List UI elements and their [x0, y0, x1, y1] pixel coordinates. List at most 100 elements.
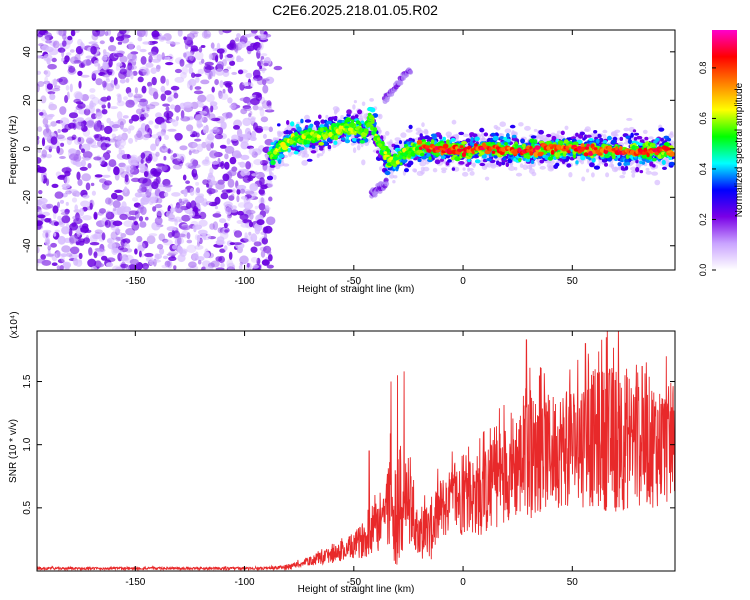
heat-cell	[253, 159, 263, 166]
heat-cell	[69, 237, 75, 245]
heat-cell	[195, 188, 201, 196]
heat-cell	[62, 40, 67, 47]
spectrogram-frame	[36, 29, 676, 271]
heat-cell	[202, 112, 211, 117]
heat-cell	[239, 161, 246, 168]
heat-cell	[318, 141, 325, 146]
heat-cell	[237, 69, 244, 75]
heat-cell	[518, 158, 522, 162]
heat-cell	[557, 140, 564, 146]
heat-cell	[384, 181, 390, 187]
heat-cell	[61, 215, 71, 224]
heat-cell	[214, 133, 224, 140]
heat-cell	[185, 180, 191, 184]
heat-cell	[82, 151, 93, 159]
heat-cell	[165, 40, 173, 45]
heat-cell	[359, 127, 363, 133]
heat-cell	[238, 41, 246, 49]
heat-cell	[605, 172, 610, 178]
heat-cell	[37, 55, 44, 59]
heat-cell	[37, 222, 42, 230]
x-tick-label: 0	[460, 577, 466, 588]
heat-cell	[416, 139, 423, 145]
heat-cell	[136, 235, 143, 243]
heat-cell	[426, 141, 431, 147]
heat-cell	[65, 201, 69, 206]
heat-cell	[59, 106, 67, 115]
heat-cell	[179, 201, 185, 206]
heat-cell	[407, 154, 412, 158]
heat-cell	[112, 220, 123, 227]
heat-cell	[63, 60, 68, 65]
heat-cell	[94, 229, 103, 234]
heat-cell	[326, 120, 332, 125]
heat-cell	[211, 127, 220, 133]
colorbar-label: Normalized spectral amplitude	[734, 82, 745, 217]
heat-cell	[80, 74, 90, 78]
heat-cell	[597, 133, 601, 138]
heat-cell	[455, 146, 459, 150]
y-tick-label: -20	[22, 190, 33, 205]
heat-cell	[258, 203, 266, 211]
heat-cell	[101, 160, 106, 167]
heat-cell	[228, 42, 237, 51]
heat-cell	[232, 149, 242, 159]
heat-cell	[591, 157, 596, 163]
heat-cell	[211, 105, 218, 111]
heat-cell	[99, 244, 105, 252]
heat-cell	[481, 153, 487, 159]
heat-cell	[156, 209, 165, 217]
heat-cell	[240, 188, 246, 194]
heat-cell	[147, 81, 153, 87]
heat-cell	[136, 30, 146, 38]
heat-cell	[186, 232, 191, 240]
heat-cell	[130, 51, 139, 55]
heat-cell	[261, 237, 268, 245]
heat-cell	[461, 141, 468, 145]
heat-cell	[156, 131, 166, 137]
heat-cell	[568, 144, 573, 148]
heat-cell	[228, 169, 237, 177]
heat-cell	[167, 53, 174, 62]
heat-cell	[123, 220, 134, 228]
heat-cell	[172, 153, 178, 158]
heat-cell	[54, 191, 64, 199]
heat-cell	[73, 60, 82, 64]
heat-cell	[236, 188, 241, 195]
heat-cell	[144, 124, 150, 133]
heat-cell	[132, 197, 138, 202]
heat-cell	[117, 134, 122, 141]
heat-cell	[195, 187, 201, 194]
snr-multiplier: (x10⁴)	[9, 311, 20, 338]
heat-cell	[260, 250, 266, 258]
heat-cell	[567, 150, 571, 154]
heat-cell	[474, 143, 478, 147]
heat-cell	[227, 85, 234, 94]
heat-cell	[196, 256, 205, 262]
heat-cell	[144, 252, 154, 258]
heat-cell	[306, 158, 313, 162]
heat-cell	[189, 187, 195, 196]
heat-cell	[188, 150, 192, 156]
heat-cell	[198, 219, 208, 227]
heat-cell	[185, 267, 192, 270]
heat-cell	[310, 150, 317, 154]
heat-cell	[116, 138, 122, 146]
heat-cell	[85, 105, 90, 111]
heat-cell	[230, 193, 235, 200]
heat-cell	[192, 224, 203, 230]
heat-cell	[531, 171, 537, 177]
heat-cell	[184, 198, 188, 203]
heat-cell	[439, 147, 444, 151]
heat-cell	[73, 218, 83, 225]
heat-cell	[668, 161, 675, 166]
y-tick-label: 1.5	[22, 374, 33, 388]
heat-cell	[111, 133, 117, 139]
heat-cell	[164, 260, 171, 268]
heat-cell	[371, 130, 377, 135]
heat-cell	[85, 120, 95, 128]
heat-cell	[117, 252, 123, 262]
heat-cell	[172, 245, 177, 250]
heat-cell	[442, 136, 447, 141]
heat-cell	[168, 256, 177, 262]
